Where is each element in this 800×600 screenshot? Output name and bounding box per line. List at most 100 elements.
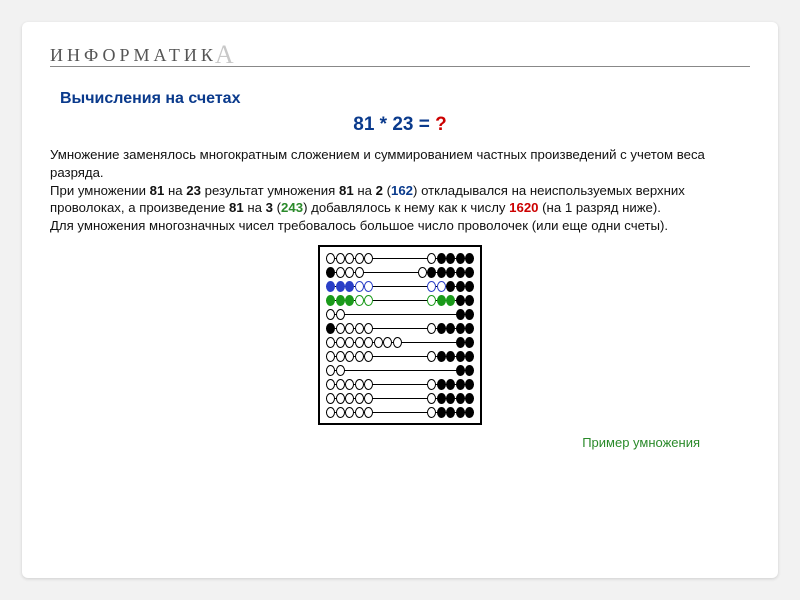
bead bbox=[393, 337, 402, 348]
equation-lhs: 81 * 23 = bbox=[353, 114, 435, 135]
bead bbox=[336, 267, 345, 278]
bead bbox=[437, 253, 446, 264]
bead bbox=[326, 267, 335, 278]
bead bbox=[437, 267, 446, 278]
bead bbox=[355, 323, 364, 334]
bead bbox=[326, 337, 335, 348]
bead bbox=[355, 295, 364, 306]
bead bbox=[456, 253, 465, 264]
bead bbox=[456, 407, 465, 418]
bead bbox=[326, 379, 335, 390]
bead bbox=[427, 379, 436, 390]
bead bbox=[345, 379, 354, 390]
bead bbox=[336, 365, 345, 376]
bead bbox=[364, 253, 373, 264]
bead bbox=[456, 379, 465, 390]
bead bbox=[465, 351, 474, 362]
bead bbox=[355, 351, 364, 362]
bead bbox=[355, 253, 364, 264]
bead bbox=[418, 267, 427, 278]
abacus-row bbox=[326, 391, 474, 405]
bead bbox=[326, 295, 335, 306]
bead bbox=[364, 281, 373, 292]
abacus-row bbox=[326, 335, 474, 349]
bead bbox=[355, 267, 364, 278]
bead bbox=[446, 253, 455, 264]
bead bbox=[465, 309, 474, 320]
bead bbox=[446, 295, 455, 306]
bead bbox=[355, 337, 364, 348]
bead bbox=[326, 365, 335, 376]
bead bbox=[364, 393, 373, 404]
bead bbox=[345, 407, 354, 418]
abacus-row bbox=[326, 363, 474, 377]
bead bbox=[326, 253, 335, 264]
bead bbox=[437, 295, 446, 306]
bead bbox=[326, 309, 335, 320]
abacus-row bbox=[326, 377, 474, 391]
bead bbox=[427, 281, 436, 292]
bead bbox=[326, 407, 335, 418]
bead bbox=[336, 323, 345, 334]
bead bbox=[345, 295, 354, 306]
abacus-row bbox=[326, 279, 474, 293]
abacus-row bbox=[326, 251, 474, 265]
bead bbox=[427, 393, 436, 404]
bead bbox=[355, 379, 364, 390]
bead bbox=[465, 337, 474, 348]
bead bbox=[437, 393, 446, 404]
bead bbox=[446, 379, 455, 390]
bead bbox=[336, 351, 345, 362]
bead bbox=[437, 379, 446, 390]
bead bbox=[374, 337, 383, 348]
bead bbox=[336, 309, 345, 320]
bead bbox=[465, 253, 474, 264]
abacus-caption: Пример умножения bbox=[582, 435, 700, 450]
bead bbox=[345, 393, 354, 404]
bead bbox=[364, 379, 373, 390]
bead bbox=[456, 351, 465, 362]
bead bbox=[456, 295, 465, 306]
bead bbox=[336, 295, 345, 306]
bead bbox=[345, 267, 354, 278]
bead bbox=[326, 351, 335, 362]
bead bbox=[336, 407, 345, 418]
brand-accent: А bbox=[215, 40, 234, 69]
bead bbox=[456, 323, 465, 334]
bead bbox=[326, 393, 335, 404]
bead bbox=[345, 351, 354, 362]
bead bbox=[446, 407, 455, 418]
bead bbox=[364, 295, 373, 306]
abacus-row bbox=[326, 321, 474, 335]
bead bbox=[427, 323, 436, 334]
bead bbox=[465, 407, 474, 418]
bead bbox=[336, 337, 345, 348]
bead bbox=[355, 393, 364, 404]
bead bbox=[364, 323, 373, 334]
bead bbox=[456, 393, 465, 404]
bead bbox=[437, 351, 446, 362]
equation-qmark: ? bbox=[435, 114, 447, 135]
bead bbox=[326, 323, 335, 334]
abacus-row bbox=[326, 293, 474, 307]
bead bbox=[345, 337, 354, 348]
bead bbox=[456, 281, 465, 292]
bead bbox=[427, 267, 436, 278]
bead bbox=[427, 253, 436, 264]
bead bbox=[364, 351, 373, 362]
bead bbox=[456, 365, 465, 376]
header: ИНФОРМАТИКА bbox=[50, 40, 750, 80]
equation: 81 * 23 = ? bbox=[50, 114, 750, 136]
bead bbox=[383, 337, 392, 348]
bead bbox=[336, 253, 345, 264]
bead bbox=[465, 295, 474, 306]
bead bbox=[364, 407, 373, 418]
bead bbox=[437, 323, 446, 334]
bead bbox=[355, 281, 364, 292]
bead bbox=[336, 281, 345, 292]
bead bbox=[456, 337, 465, 348]
bead bbox=[336, 379, 345, 390]
bead bbox=[446, 351, 455, 362]
bead bbox=[465, 379, 474, 390]
abacus-diagram bbox=[318, 245, 482, 425]
